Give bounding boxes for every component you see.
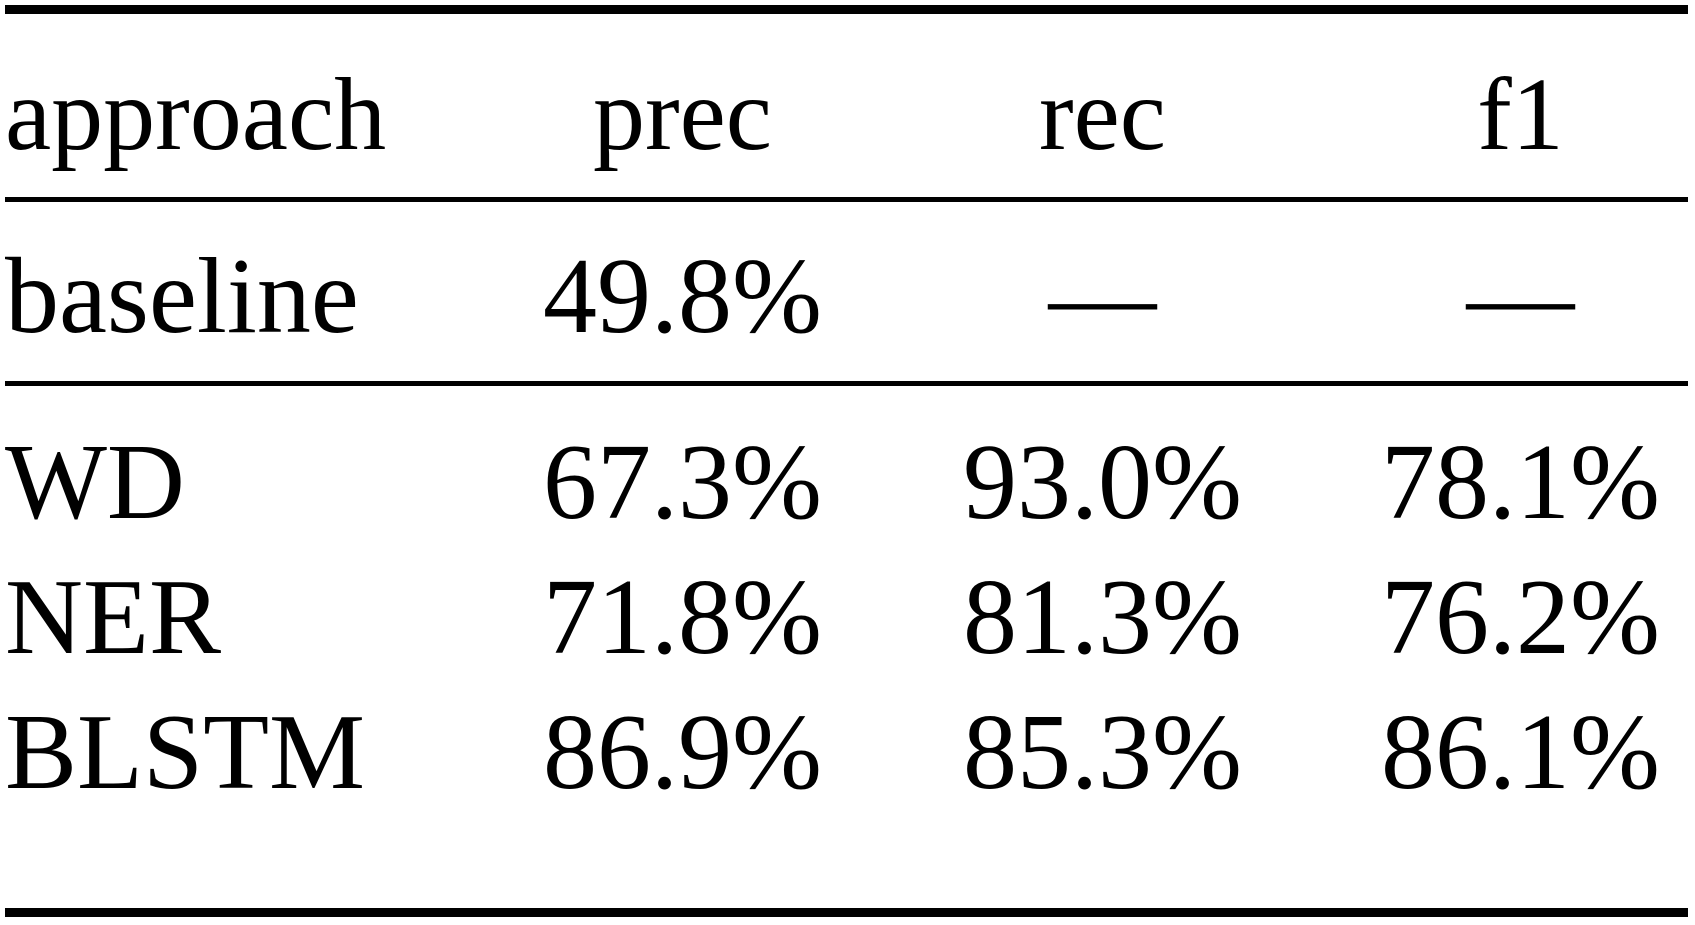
table-row: NER 71.8% 81.3% 76.2% bbox=[5, 543, 1688, 693]
baseline-f1: — bbox=[1466, 237, 1575, 356]
baseline-row: baseline 49.8% — — bbox=[5, 222, 1688, 372]
header-rule bbox=[5, 197, 1688, 202]
table-row: BLSTM 86.9% 85.3% 86.1% bbox=[5, 678, 1688, 828]
row-prec: 71.8% bbox=[543, 558, 822, 677]
header-approach: approach bbox=[5, 57, 387, 172]
row-f1: 78.1% bbox=[1381, 423, 1660, 542]
header-rec: rec bbox=[1039, 57, 1166, 172]
baseline-rec: — bbox=[1048, 237, 1157, 356]
header-row: approach prec rec f1 bbox=[5, 40, 1688, 190]
row-approach: WD bbox=[5, 423, 185, 542]
baseline-prec: 49.8% bbox=[543, 237, 822, 356]
table-row: WD 67.3% 93.0% 78.1% bbox=[5, 408, 1688, 558]
results-table: approach prec rec f1 baseline 49.8% — — … bbox=[5, 0, 1688, 925]
row-rec: 81.3% bbox=[963, 558, 1242, 677]
baseline-approach: baseline bbox=[5, 237, 359, 356]
bottom-rule bbox=[5, 908, 1688, 917]
row-approach: BLSTM bbox=[5, 693, 366, 812]
top-rule bbox=[5, 5, 1688, 14]
row-prec: 86.9% bbox=[543, 693, 822, 812]
row-prec: 67.3% bbox=[543, 423, 822, 542]
row-rec: 85.3% bbox=[963, 693, 1242, 812]
row-f1: 76.2% bbox=[1381, 558, 1660, 677]
baseline-rule bbox=[5, 381, 1688, 386]
row-f1: 86.1% bbox=[1381, 693, 1660, 812]
header-prec: prec bbox=[593, 57, 772, 172]
row-rec: 93.0% bbox=[963, 423, 1242, 542]
row-approach: NER bbox=[5, 558, 221, 677]
header-f1: f1 bbox=[1477, 57, 1564, 172]
